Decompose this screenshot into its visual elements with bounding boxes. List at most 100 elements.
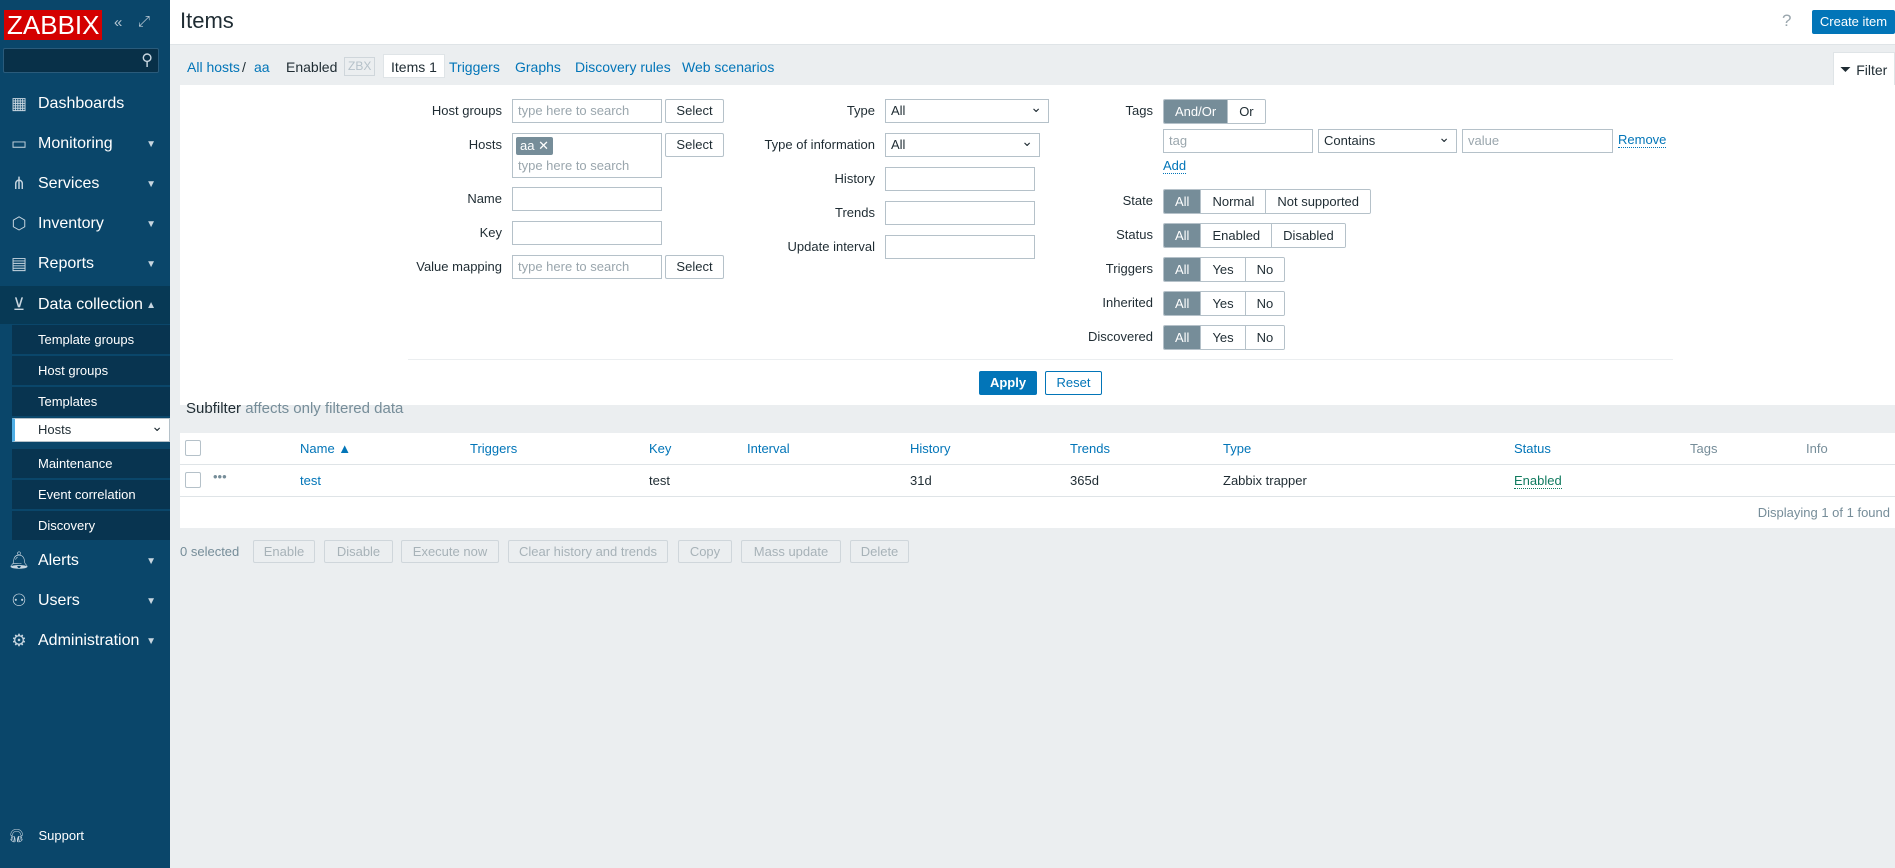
type-select[interactable]: All [885,96,1049,123]
status-toggle[interactable]: All Enabled Disabled [1163,223,1346,248]
discovered-toggle[interactable]: All Yes No [1163,325,1286,350]
breadcrumb-all-hosts[interactable]: All hosts [187,56,240,78]
tab-web-scenarios[interactable]: Web scenarios [682,59,775,75]
copy-button[interactable]: Copy [678,540,732,563]
status-enabled-option[interactable]: Enabled [1200,224,1272,247]
tags-andor-option[interactable]: And/Or [1164,100,1228,123]
sidebar-item-services[interactable]: ⋔ Services ▼ [0,165,170,203]
value-mapping-select-button[interactable]: Select [665,255,724,279]
column-status[interactable]: Status [1514,441,1551,456]
column-key[interactable]: Key [649,441,672,456]
all-hosts-link[interactable]: All hosts [187,59,240,75]
column-type[interactable]: Type [1223,441,1252,456]
state-normal-option[interactable]: Normal [1200,190,1266,213]
mass-update-button[interactable]: Mass update [741,540,841,563]
discovered-no-option[interactable]: No [1244,326,1285,349]
type-label: Type [846,103,875,118]
sidebar-item-monitoring[interactable]: ▭ Monitoring ▼ [0,125,170,163]
tab-triggers[interactable]: Triggers [449,59,500,75]
row-checkbox[interactable] [185,472,201,488]
tag-name-input[interactable]: tag [1163,129,1313,153]
discovered-yes-option[interactable]: Yes [1200,326,1245,349]
status-all-option[interactable]: All [1164,224,1201,247]
hosts-multiselect[interactable]: aa ✕ type here to search [512,133,662,178]
apply-button[interactable]: Apply [979,371,1037,395]
submenu-event-correlation[interactable]: Event correlation [12,480,170,510]
triggers-no-option[interactable]: No [1244,258,1285,281]
sidebar-item-users[interactable]: ⚇ Users ▼ [0,582,170,620]
state-not-supported-option[interactable]: Not supported [1265,190,1371,213]
submenu-hosts[interactable]: Hosts [12,415,170,442]
host-groups-input[interactable]: type here to search [512,99,662,123]
filter-tab[interactable]: ⏷ Filter [1833,52,1895,86]
inherited-yes-option[interactable]: Yes [1200,292,1245,315]
tag-remove-link[interactable]: Remove [1618,132,1667,148]
create-item-button[interactable]: Create item [1812,10,1895,34]
tag-operator-select[interactable]: Contains [1318,126,1457,153]
value-mapping-input[interactable]: type here to search [512,255,662,279]
trends-input[interactable] [885,201,1035,225]
inherited-all-option[interactable]: All [1164,292,1201,315]
disable-button[interactable]: Disable [324,540,393,563]
column-history[interactable]: History [910,441,951,456]
column-trends[interactable]: Trends [1070,441,1110,456]
row-actions-icon[interactable]: ••• [213,469,227,484]
kiosk-mode-icon[interactable]: ⤢ [138,13,151,30]
triggers-toggle[interactable]: All Yes No [1163,257,1286,282]
tab-graphs[interactable]: Graphs [515,59,561,75]
state-toggle[interactable]: All Normal Not supported [1163,189,1372,214]
triggers-all-option[interactable]: All [1164,258,1201,281]
item-name-link[interactable]: test [300,473,321,488]
submenu-maintenance[interactable]: Maintenance [12,449,170,479]
discovered-all-option[interactable]: All [1164,326,1201,349]
column-interval[interactable]: Interval [747,441,790,456]
host-groups-select-button[interactable]: Select [665,99,724,123]
column-name[interactable]: Name ▲ [300,441,352,456]
sidebar-support[interactable]: 🎧︎ Support [8,828,84,844]
submenu-discovery[interactable]: Discovery [12,511,170,541]
hosts-search-input[interactable]: type here to search [518,158,630,173]
delete-button[interactable]: Delete [850,540,909,563]
enable-button[interactable]: Enable [253,540,315,563]
key-input[interactable] [512,221,662,245]
select-all-checkbox[interactable] [185,440,201,456]
type-of-information-select[interactable]: All [885,130,1040,157]
sidebar-search-input[interactable]: ⚲ [3,48,159,73]
item-status-toggle[interactable]: Enabled [1514,473,1562,489]
tag-add-link[interactable]: Add [1163,158,1187,174]
sidebar-item-inventory[interactable]: ⬡ Inventory ▼ [0,205,170,243]
tab-items[interactable]: Items 1 [383,54,445,78]
sidebar-item-data-collection[interactable]: ⊻ Data collection ▲ [0,286,170,324]
submenu-template-groups[interactable]: Template groups [12,325,170,355]
history-input[interactable] [885,167,1035,191]
sidebar-item-dashboards[interactable]: ▦ Dashboards [0,85,170,123]
sidebar-item-administration[interactable]: ⚙ Administration ▼ [0,622,170,660]
sidebar-item-reports[interactable]: ▤ Reports ▼ [0,245,170,283]
breadcrumb-host[interactable]: aa [254,59,270,75]
tags-or-option[interactable]: Or [1227,100,1265,123]
collapse-sidebar-icon[interactable]: « [114,14,123,31]
name-input[interactable] [512,187,662,211]
sidebar-item-alerts[interactable]: 🔔︎ Alerts ▼ [0,542,170,580]
state-all-option[interactable]: All [1164,190,1201,213]
tag-value-input[interactable]: value [1462,129,1613,153]
inherited-no-option[interactable]: No [1244,292,1285,315]
clear-history-button[interactable]: Clear history and trends [508,540,668,563]
triggers-yes-option[interactable]: Yes [1200,258,1245,281]
zabbix-logo[interactable]: ZABBIX [4,10,103,40]
hosts-select-button[interactable]: Select [665,133,724,157]
host-chip[interactable]: aa ✕ [516,137,553,155]
status-disabled-option[interactable]: Disabled [1271,224,1345,247]
search-icon[interactable]: ⚲ [141,52,153,69]
submenu-templates[interactable]: Templates [12,387,170,417]
inherited-toggle[interactable]: All Yes No [1163,291,1286,316]
submenu-host-groups[interactable]: Host groups [12,356,170,386]
execute-now-button[interactable]: Execute now [401,540,499,563]
help-icon[interactable]: ? [1782,11,1792,30]
tab-discovery-rules[interactable]: Discovery rules [575,59,671,75]
column-triggers[interactable]: Triggers [470,441,518,456]
reset-button[interactable]: Reset [1045,371,1102,395]
update-interval-input[interactable] [885,235,1035,259]
tags-evaltype-toggle[interactable]: And/Or Or [1163,99,1266,124]
remove-chip-icon[interactable]: ✕ [538,138,549,153]
